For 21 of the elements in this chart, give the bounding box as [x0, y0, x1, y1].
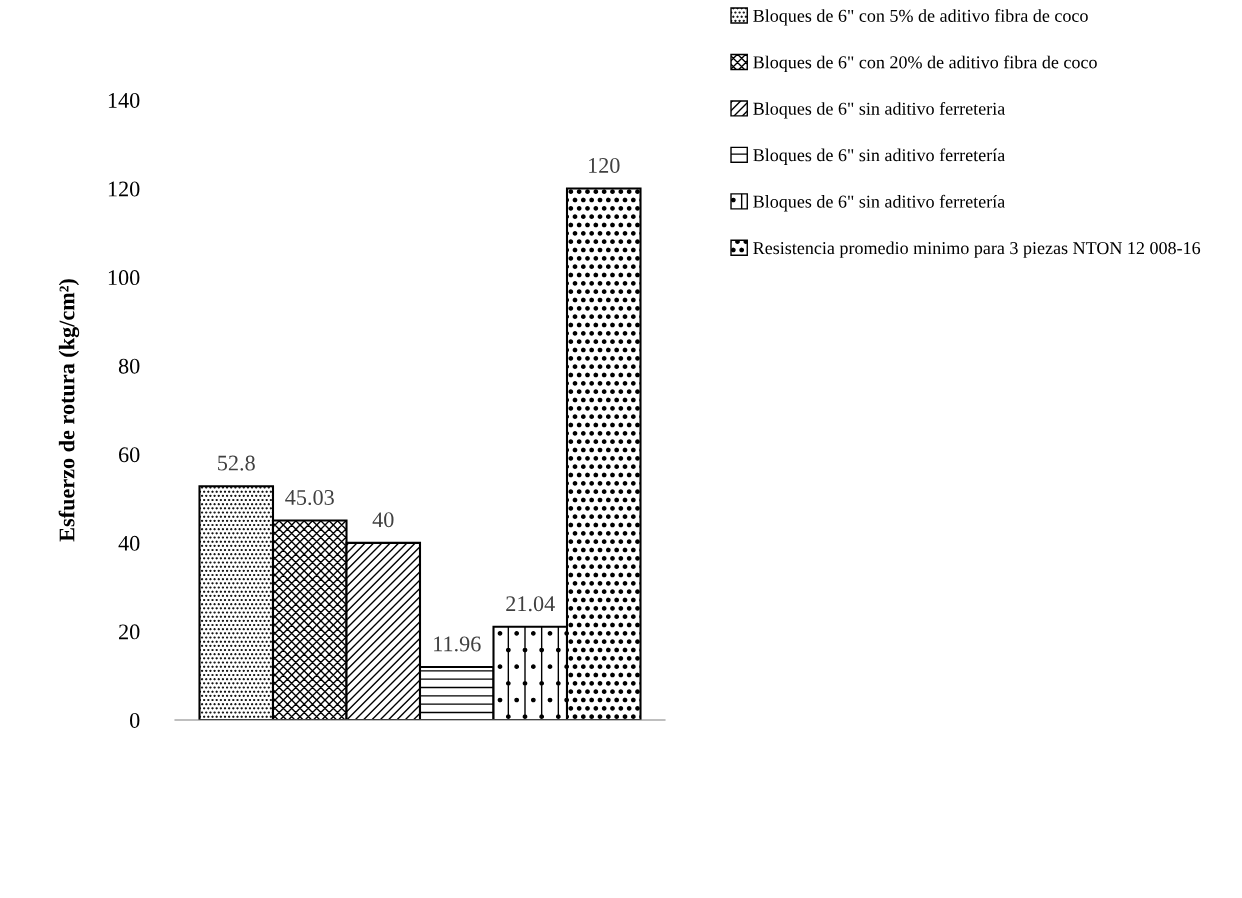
y-tick-label: 80	[118, 358, 140, 374]
y-tick-label: 120	[108, 181, 140, 197]
y-axis-title: Esfuerzo de rotura (kg/cm²)	[58, 279, 80, 542]
data-label: 11.96	[434, 636, 481, 652]
legend-label: Bloques de 6" sin aditivo ferretería	[753, 194, 1005, 212]
data-label: 21.04	[506, 596, 555, 612]
data-label: 45.03	[285, 489, 334, 506]
y-tick-label: 0	[130, 712, 140, 728]
y-tick-label: 100	[108, 270, 140, 286]
legend-label: Bloques de 6" sin aditivo ferretería	[753, 148, 1005, 165]
y-tick-label: 60	[119, 447, 140, 463]
y-tick-label: 40	[118, 535, 140, 551]
y-tick-label: 20	[119, 624, 140, 640]
data-label: 120	[589, 157, 620, 173]
y-tick-label: 140	[108, 92, 140, 108]
data-label: 52.8	[218, 455, 255, 471]
legend-label: Bloques de 6" con 5% de aditivo fibra de coco	[753, 9, 1088, 26]
legend-label: Bloques de 6" sin aditivo ferreteria	[753, 101, 1005, 119]
data-label: 40	[372, 512, 394, 528]
legend-label: Bloques de 6" con 20% de aditivo fibra de coco	[753, 55, 1097, 73]
legend-label: Resistencia promedio minimo para 3 piezas NTON 12 008-16	[753, 241, 1201, 258]
